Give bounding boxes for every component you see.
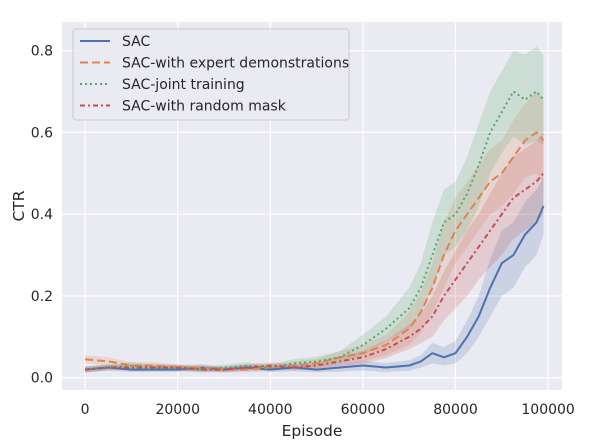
y-tick-label: 0.0: [31, 371, 53, 387]
x-tick-label: 40000: [248, 402, 293, 418]
y-tick-label: 0.4: [31, 207, 53, 223]
y-tick-label: 0.8: [31, 44, 53, 60]
y-tick-label: 0.6: [31, 125, 53, 141]
y-axis-label: CTR: [10, 190, 28, 221]
line-sac-with-random-mask: [85, 172, 545, 371]
x-tick-label: 20000: [155, 402, 200, 418]
legend-label: SAC: [122, 34, 150, 50]
legend-label: SAC-joint training: [122, 77, 245, 93]
x-tick-label: 60000: [341, 402, 386, 418]
x-tick-label: 80000: [433, 402, 478, 418]
band-sac-with-expert-demonstrations: [85, 91, 544, 373]
series-lines: [85, 90, 545, 371]
band-sac-joint-training: [85, 46, 544, 373]
band-sac-with-random-mask: [85, 132, 544, 373]
x-tick-label: 100000: [521, 402, 574, 418]
confidence-bands: [85, 46, 544, 373]
x-tick-labels: 0 20000 40000 60000 80000 100000: [81, 402, 575, 418]
legend-label: SAC-with random mask: [122, 99, 287, 115]
y-tick-labels: 0.0 0.2 0.4 0.6 0.8: [31, 44, 53, 387]
legend-frame: [72, 28, 350, 121]
legend-label: SAC-with expert demonstrations: [122, 56, 349, 72]
legend: SAC SAC-with expert demonstrations SAC-joi…: [72, 28, 350, 121]
x-axis-label: Episode: [282, 422, 343, 440]
x-tick-label: 0: [81, 402, 90, 418]
y-tick-label: 0.2: [31, 289, 53, 305]
